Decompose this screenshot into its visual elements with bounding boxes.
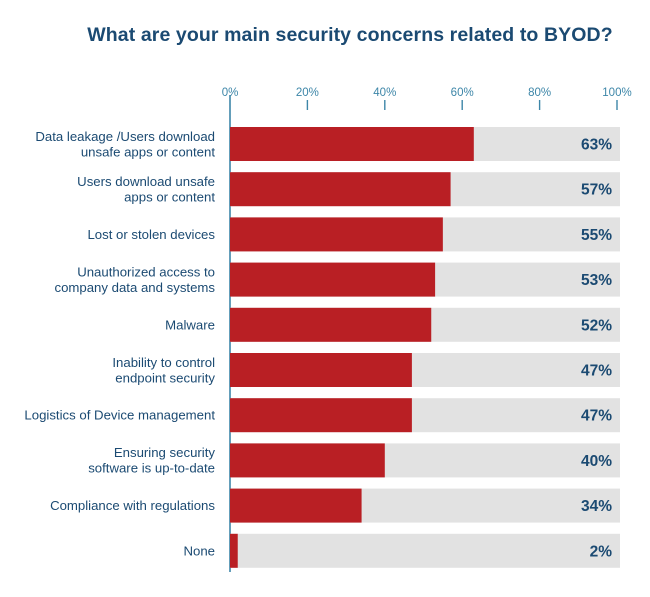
value-label: 63% bbox=[581, 137, 612, 154]
bar-row: 47% Logistics of Device management bbox=[24, 398, 620, 433]
value-label: 52% bbox=[581, 317, 612, 334]
tick-label: 100% bbox=[602, 87, 631, 99]
category-label: Users download unsafe bbox=[77, 174, 215, 189]
category-label: None bbox=[183, 543, 215, 558]
category-label: Ensuring security bbox=[114, 445, 216, 460]
bar bbox=[230, 533, 238, 568]
bar bbox=[230, 172, 451, 207]
bar bbox=[230, 307, 432, 342]
bar-row: 2% None bbox=[183, 533, 620, 568]
value-label: 55% bbox=[581, 227, 612, 244]
bar-row: 55% Lost or stolen devices bbox=[87, 217, 620, 252]
bar-track bbox=[230, 533, 620, 568]
bar-row: 34% Compliance with regulations bbox=[50, 488, 620, 523]
tick-label: 60% bbox=[451, 87, 474, 99]
tick-label: 40% bbox=[373, 87, 396, 99]
value-label: 2% bbox=[590, 543, 613, 560]
value-label: 53% bbox=[581, 272, 612, 289]
category-label: Data leakage /Users download bbox=[35, 129, 215, 144]
value-label: 47% bbox=[581, 408, 612, 425]
category-label: Lost or stolen devices bbox=[87, 227, 215, 242]
tick-label: 80% bbox=[528, 87, 551, 99]
category-label: Logistics of Device management bbox=[24, 408, 215, 423]
bar bbox=[230, 217, 443, 252]
bar bbox=[230, 443, 385, 478]
category-label: Malware bbox=[165, 317, 215, 332]
bar-row: 52% Malware bbox=[165, 307, 620, 342]
chart-title: What are your main security concerns rel… bbox=[87, 24, 613, 46]
tick-label: 20% bbox=[296, 87, 319, 99]
category-label: Inability to control bbox=[112, 355, 215, 370]
bar bbox=[230, 488, 362, 523]
category-label: Compliance with regulations bbox=[50, 498, 215, 513]
category-label: software is up-to-date bbox=[88, 461, 215, 476]
bar bbox=[230, 353, 412, 387]
value-label: 47% bbox=[581, 363, 612, 380]
bar bbox=[230, 398, 412, 433]
category-label: endpoint security bbox=[115, 370, 215, 385]
value-label: 57% bbox=[581, 182, 612, 199]
value-label: 34% bbox=[581, 498, 612, 515]
category-label: company data and systems bbox=[54, 280, 215, 295]
category-label: Unauthorized access to bbox=[77, 264, 215, 279]
bar bbox=[230, 262, 436, 297]
tick-label: 0% bbox=[222, 87, 239, 99]
category-label: unsafe apps or content bbox=[81, 144, 216, 159]
bar bbox=[230, 127, 474, 161]
category-label: apps or content bbox=[124, 189, 215, 204]
value-label: 40% bbox=[581, 453, 612, 470]
